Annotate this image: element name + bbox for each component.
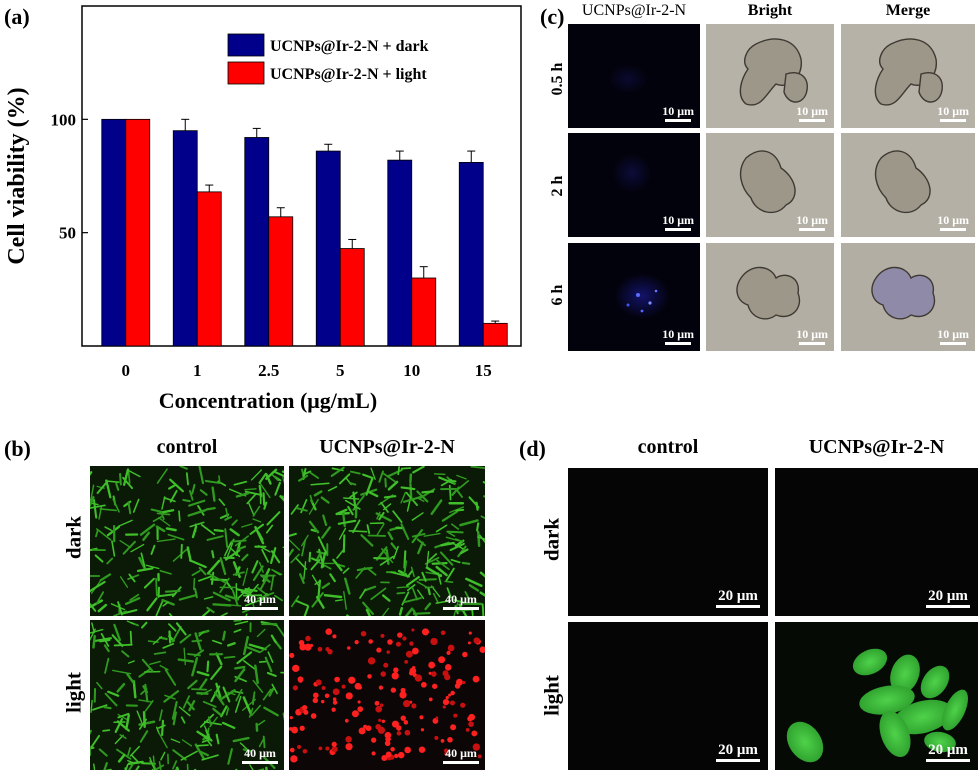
scale-bar: 20 μm	[926, 742, 970, 762]
x-axis-title: Concentration (μg/mL)	[159, 388, 377, 413]
scale-bar: 10 μm	[796, 104, 828, 122]
panel-c-row-0.5h: 0.5 h	[549, 62, 566, 96]
x-tick-label: 0	[122, 361, 131, 380]
panel-d-ucnps-light-image: 20 μm	[775, 622, 978, 770]
panel-b-control-dark-image: 40 μm	[90, 466, 284, 616]
bar-light-15	[482, 322, 508, 347]
y-axis-title: Cell viability (%)	[4, 87, 30, 264]
bar-dark-15	[458, 161, 484, 347]
scale-bar: 10 μm	[796, 213, 828, 231]
panel-c-row-6h: 6 h	[549, 284, 566, 306]
scale-bar: 40 μm	[242, 592, 278, 610]
panel-b-ucnps-dark-image: 40 μm	[289, 466, 485, 616]
panel-b-label: (b)	[4, 436, 31, 461]
scale-bar: 10 μm	[937, 327, 969, 345]
panel-c-col-merge: Merge	[885, 2, 931, 19]
scale-bar: 20 μm	[716, 742, 760, 762]
bar-dark-0	[101, 118, 127, 347]
plot-frame	[81, 5, 522, 347]
scale-bar: 40 μm	[443, 592, 479, 610]
x-tick-label: 15	[475, 361, 492, 380]
panel-c-bright-2h: 10 μm	[706, 133, 834, 237]
legend-swatch	[227, 61, 265, 85]
panel-c-bright-6h: 10 μm	[706, 243, 834, 351]
scale-bar: 40 μm	[443, 746, 479, 764]
bar-light-5	[339, 248, 365, 347]
x-tick-label: 1	[193, 361, 202, 380]
panel-c-merge-2h: 10 μm	[841, 133, 975, 237]
scale-bar: 20 μm	[926, 588, 970, 608]
scale-bar: 10 μm	[937, 104, 969, 122]
panel-c-fluor-2h: 10 μm	[568, 133, 700, 237]
y-tick-label: 100	[51, 110, 77, 129]
panel-b-row-dark: dark	[61, 515, 86, 560]
scale-bar: 40 μm	[242, 746, 278, 764]
x-tick-label: 2.5	[258, 361, 279, 380]
legend-label: UCNPs@Ir-2-N + light	[270, 66, 427, 83]
panel-d-row-light: light	[539, 675, 564, 716]
scale-bar: 10 μm	[796, 327, 828, 345]
bar-light-0	[125, 118, 151, 347]
panel-d-control-light-image: 20 μm	[568, 622, 768, 770]
bar-light-2.5	[268, 216, 294, 347]
legend-swatch	[227, 33, 265, 57]
panel-c-label: (c)	[540, 4, 565, 29]
panel-b-ucnps-light-image: 40 μm	[289, 620, 485, 770]
panel-c-col-bright: Bright	[747, 2, 793, 19]
panel-c-fluor-6h: 10 μm	[568, 243, 700, 351]
panel-d-label: (d)	[519, 436, 546, 461]
bar-dark-10	[387, 159, 413, 347]
panel-c-col-ucnps: UCNPs@Ir-2-N	[581, 2, 687, 19]
panel-b-control-light-image: 40 μm	[90, 620, 284, 770]
bar-dark-5	[315, 150, 341, 347]
scale-bar: 20 μm	[716, 588, 760, 608]
x-tick-label: 5	[336, 361, 345, 380]
panel-b-col-control: control	[156, 436, 218, 458]
scale-bar: 10 μm	[662, 104, 694, 122]
panel-a-label: (a)	[4, 4, 30, 29]
panel-d-ucnps-dark-image: 20 μm	[775, 468, 978, 616]
panel-c-row-2h: 2 h	[549, 175, 566, 197]
panel-b-row-light: light	[61, 672, 86, 713]
panel-c-merge-6h: 10 μm	[841, 243, 975, 351]
panel-d-control-dark-image: 20 μm	[568, 468, 768, 616]
viability-bar-chart: 50 100 0 1 2.5 5 10 15 Concentration (μg/mL) C…	[4, 5, 522, 413]
legend-label: UCNPs@Ir-2-N + dark	[270, 38, 429, 55]
panel-d-row-dark: dark	[539, 517, 564, 562]
x-tick-label: 10	[403, 361, 420, 380]
panel-b-col-ucnps: UCNPs@Ir-2-N	[319, 436, 455, 458]
y-tick-label: 50	[59, 224, 76, 243]
bar-light-1	[196, 191, 222, 347]
chart-legend: UCNPs@Ir-2-N + dark UCNPs@Ir-2-N + light	[227, 33, 429, 85]
bar-light-10	[411, 277, 437, 347]
panel-d-col-control: control	[637, 436, 699, 458]
scale-bar: 10 μm	[662, 213, 694, 231]
bar-dark-2.5	[244, 137, 270, 347]
bar-dark-1	[172, 130, 198, 347]
panel-c-bright-0.5h: 10 μm	[706, 24, 834, 128]
scale-bar: 10 μm	[937, 213, 969, 231]
scale-bar: 10 μm	[662, 327, 694, 345]
panel-c-merge-0.5h: 10 μm	[841, 24, 975, 128]
panel-d-col-ucnps: UCNPs@Ir-2-N	[808, 436, 945, 458]
panel-c-fluor-0.5h: 10 μm	[568, 24, 700, 128]
